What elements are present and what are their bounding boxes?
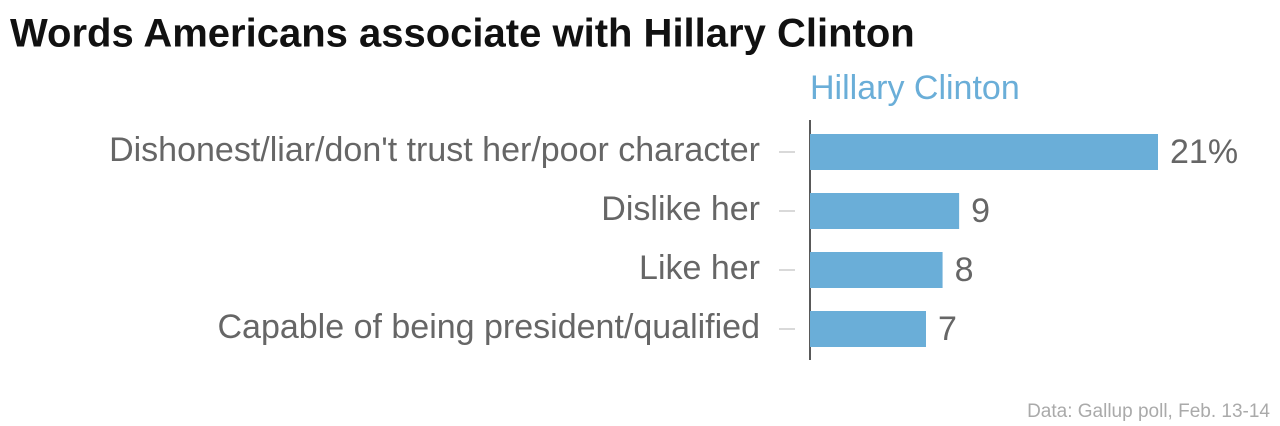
value-label: 9 xyxy=(971,192,990,230)
chart-title: Words Americans associate with Hillary C… xyxy=(10,12,915,56)
bar xyxy=(810,134,1158,170)
value-label: 7 xyxy=(938,310,957,348)
y-tick-label: Like her xyxy=(639,249,760,287)
bar xyxy=(810,311,926,347)
value-label: 8 xyxy=(955,251,974,289)
series-label: Hillary Clinton xyxy=(810,69,1020,107)
bar xyxy=(810,252,943,288)
source: Data: Gallup poll, Feb. 13-14 xyxy=(1027,401,1270,422)
y-tick-label: Dishonest/liar/don't trust her/poor char… xyxy=(109,131,760,169)
y-tick-label: Capable of being president/qualified xyxy=(217,308,760,346)
bar xyxy=(810,193,960,229)
value-label: 21% xyxy=(1170,133,1238,171)
y-tick-label: Dislike her xyxy=(601,190,760,228)
